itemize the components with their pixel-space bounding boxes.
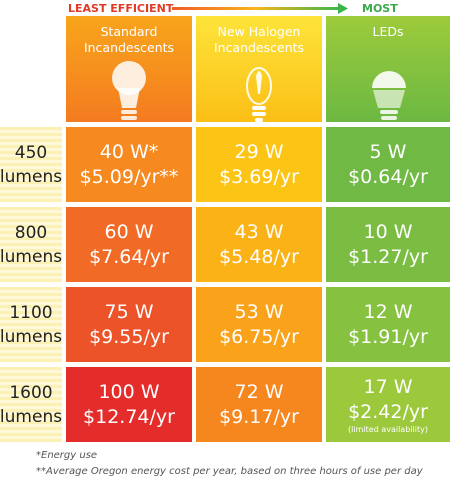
row-label: 1600 lumens: [0, 367, 62, 442]
cell: 40 W* $5.09/yr**: [66, 127, 192, 202]
cell: 60 W $7.64/yr: [66, 207, 192, 282]
cell: 10 W $1.27/yr: [326, 207, 450, 282]
efficiency-arrow: [172, 3, 348, 14]
watts: 100 W: [98, 380, 160, 403]
column-title: New Halogen Incandescents: [213, 24, 305, 55]
cell: 75 W $9.55/yr: [66, 287, 192, 362]
watts: 12 W: [363, 300, 413, 323]
cell: 29 W $3.69/yr: [196, 127, 322, 202]
cost: $3.69/yr: [219, 165, 299, 188]
lumens-value: 1100: [9, 302, 53, 323]
lumens-unit: lumens: [0, 406, 63, 427]
cost: $5.09/yr**: [79, 165, 179, 188]
footnote: *Energy use: [36, 450, 98, 461]
cell: 17 W $2.42/yr (limited availability): [326, 367, 450, 442]
cost: $6.75/yr: [219, 325, 299, 348]
row-label: 800 lumens: [0, 207, 62, 282]
lumens-value: 1600: [9, 382, 53, 403]
cell: 53 W $6.75/yr: [196, 287, 322, 362]
cost: $2.42/yr: [348, 400, 428, 423]
watts: 43 W: [234, 220, 284, 243]
row-label: 1100 lumens: [0, 287, 62, 362]
column-header: LEDs: [326, 16, 450, 122]
cost: $1.27/yr: [348, 245, 428, 268]
watts: 72 W: [234, 380, 284, 403]
least-efficient-label: LEAST EFFICIENT: [68, 2, 174, 15]
watts: 29 W: [234, 140, 284, 163]
cell: 43 W $5.48/yr: [196, 207, 322, 282]
lumens-unit: lumens: [0, 326, 63, 347]
cost: $9.55/yr: [89, 325, 169, 348]
watts: 75 W: [104, 300, 154, 323]
bulb-icon: [112, 61, 146, 120]
lumens-unit: lumens: [0, 166, 63, 187]
row-label: 450 lumens: [0, 127, 62, 202]
cell: 12 W $1.91/yr: [326, 287, 450, 362]
column-title: Standard Incandescents: [83, 24, 175, 55]
cost: $5.48/yr: [219, 245, 299, 268]
watts: 40 W*: [99, 140, 159, 163]
cost: $9.17/yr: [219, 405, 299, 428]
watts: 17 W: [363, 375, 413, 398]
note: (limited availability): [348, 424, 428, 434]
watts: 60 W: [104, 220, 154, 243]
footnote: **Average Oregon energy cost per year, b…: [36, 466, 423, 477]
bulb-icon: [246, 67, 272, 122]
watts: 5 W: [369, 140, 407, 163]
cell: 5 W $0.64/yr: [326, 127, 450, 202]
cost: $0.64/yr: [348, 165, 428, 188]
lumens-value: 450: [14, 142, 48, 163]
cost: $1.91/yr: [348, 325, 428, 348]
column-header: New Halogen Incandescents: [196, 16, 322, 122]
watts: 10 W: [363, 220, 413, 243]
cell: 100 W $12.74/yr: [66, 367, 192, 442]
lumens-value: 800: [14, 222, 48, 243]
column-header: Standard Incandescents: [66, 16, 192, 122]
cost: $7.64/yr: [89, 245, 169, 268]
watts: 53 W: [234, 300, 284, 323]
lumens-unit: lumens: [0, 246, 63, 267]
cost: $12.74/yr: [83, 405, 175, 428]
column-title: LEDs: [372, 24, 404, 39]
bulb-icon: [372, 71, 406, 120]
cell: 72 W $9.17/yr: [196, 367, 322, 442]
